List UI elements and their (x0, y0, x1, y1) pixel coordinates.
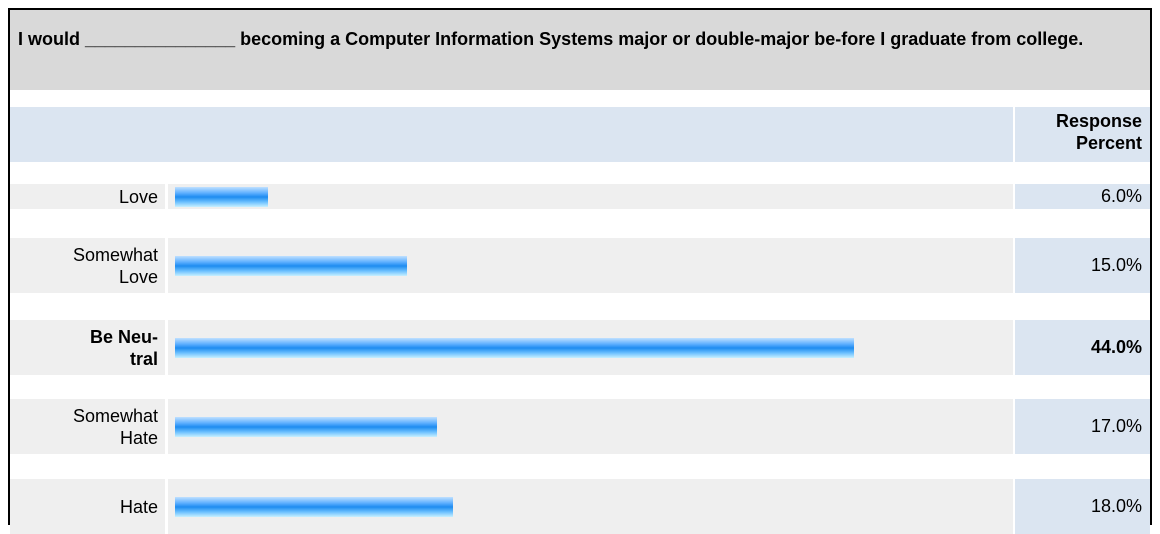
bar-somewhat-hate (175, 416, 437, 437)
response-row: Be Neu-tral 44.0% (10, 320, 1150, 375)
bar-track (175, 238, 1013, 293)
bar-love (175, 186, 268, 207)
response-percent-value: 18.0% (1013, 479, 1150, 534)
header-row (10, 107, 1150, 162)
bar-track (175, 399, 1013, 454)
response-percent-value: 17.0% (1013, 399, 1150, 454)
response-percent-header: Response Percent (1013, 107, 1150, 162)
bar-be-neu-tral (175, 337, 854, 358)
survey-question-panel: I would _______________ becoming a Compu… (8, 8, 1152, 534)
question-text: I would _______________ becoming a Compu… (10, 10, 1150, 90)
category-label: Love (118, 186, 158, 207)
response-row: Somewhat Hate 17.0% (10, 399, 1150, 454)
bar-somewhat-love (175, 255, 407, 276)
row-separator (165, 399, 168, 454)
response-percent-value: 15.0% (1013, 238, 1150, 293)
bar-track (175, 320, 1013, 375)
response-row: Love 6.0% (10, 184, 1150, 209)
bar-track (175, 184, 1013, 209)
row-separator (165, 184, 168, 209)
response-percent-value: 6.0% (1013, 184, 1150, 209)
response-row: Somewhat Love 15.0% (10, 238, 1150, 293)
category-label: Be Neu-tral (89, 326, 158, 369)
row-separator (165, 479, 168, 534)
bar-track (175, 479, 1013, 534)
row-separator (165, 238, 168, 293)
bar-hate (175, 496, 453, 517)
category-label: Somewhat Love (72, 244, 158, 287)
response-row: Hate 18.0% (10, 479, 1150, 534)
category-label: Somewhat Hate (72, 405, 158, 448)
category-label: Hate (119, 496, 158, 517)
response-percent-value: 44.0% (1013, 320, 1150, 375)
row-separator (165, 320, 168, 375)
